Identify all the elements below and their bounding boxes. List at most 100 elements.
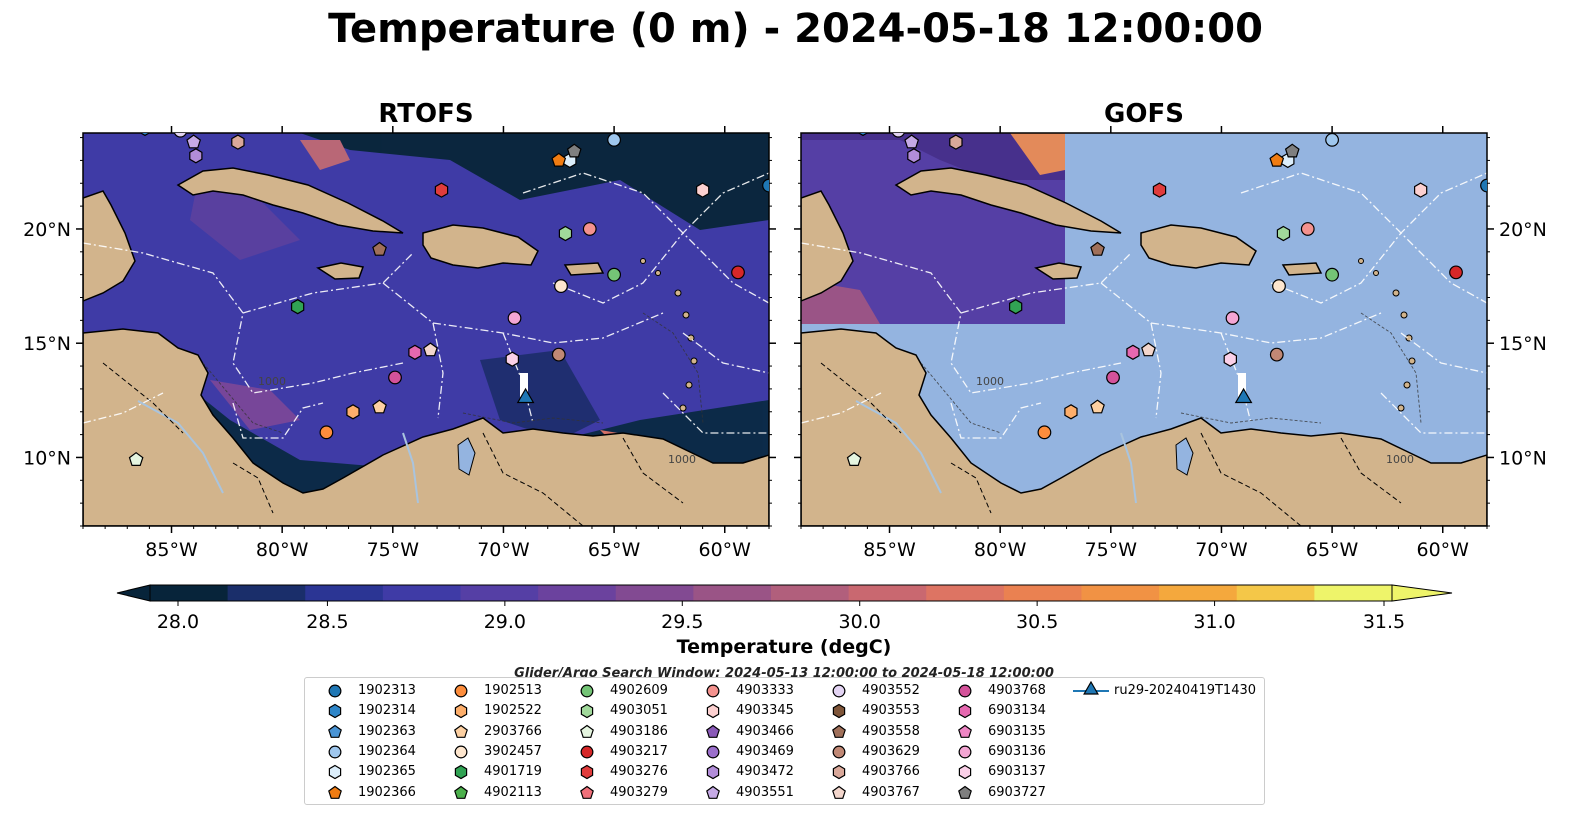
legend-item: 4903276 xyxy=(567,762,692,782)
float-marker-1902313 xyxy=(762,178,769,193)
legend-label: 4903186 xyxy=(610,723,668,739)
colorbar-segment xyxy=(1081,585,1160,601)
legend-label: 1902363 xyxy=(358,723,416,739)
legend-marker xyxy=(454,764,468,780)
float-marker-4902609 xyxy=(607,267,621,282)
legend-marker xyxy=(958,704,972,719)
legend-item: 4903768 xyxy=(945,681,1070,701)
float-marker-4903551 xyxy=(186,134,202,149)
legend-marker xyxy=(454,704,468,719)
legend-label: 4903472 xyxy=(736,764,794,780)
float-marker-1902364 xyxy=(1325,133,1339,147)
legend-marker xyxy=(328,764,342,780)
float-marker-4903279 xyxy=(453,108,466,121)
float-marker-1902314 xyxy=(857,133,869,137)
legend-item: 4903553 xyxy=(819,701,944,721)
legend-marker-icon xyxy=(454,704,468,719)
colorbar-tick-label: 29.0 xyxy=(484,611,526,633)
colorbar-tick-label: 31.0 xyxy=(1193,611,1235,633)
legend-item: 3902457 xyxy=(441,742,566,762)
legend-item: 4903558 xyxy=(819,722,944,742)
float-marker-6903727 xyxy=(566,143,582,158)
legend-marker-icon xyxy=(832,785,846,799)
glider-marker xyxy=(1234,387,1253,404)
float-marker-1902314 xyxy=(139,133,151,137)
lon-tick-label: 70°W xyxy=(477,539,530,561)
colorbar-tick-label: 28.5 xyxy=(306,611,348,633)
float-marker-4903472 xyxy=(907,148,921,164)
float-marker-1902366 xyxy=(1269,152,1285,167)
colorbar-segment xyxy=(1159,585,1238,601)
legend-marker-icon xyxy=(706,764,720,780)
legend-marker-icon xyxy=(958,704,972,719)
colorbar-max-extension xyxy=(1391,584,1453,602)
legend-item: 1902365 xyxy=(315,762,440,782)
float-marker-4903472 xyxy=(189,148,203,164)
legend-label: 6903134 xyxy=(988,703,1046,719)
legend-marker xyxy=(328,785,342,799)
legend-label: 4903466 xyxy=(736,723,794,739)
lon-tick-label: 70°W xyxy=(1195,539,1248,561)
legend-marker-icon xyxy=(580,704,594,719)
legend-marker-icon xyxy=(580,764,594,780)
legend-label: 4903768 xyxy=(988,683,1046,698)
float-marker-4903051 xyxy=(558,225,573,242)
float-marker-6903135 xyxy=(641,108,654,121)
float-marker-6903134 xyxy=(408,344,422,360)
gofs-map-frame xyxy=(800,132,1488,527)
legend-label: 4903629 xyxy=(862,743,920,759)
lat-tick-label: 10°N xyxy=(1499,447,1547,469)
legend-marker xyxy=(580,745,594,759)
colorbar-tick-label: 29.5 xyxy=(661,611,703,633)
float-marker-4903345 xyxy=(1413,182,1428,198)
float-marker-4903051 xyxy=(1276,225,1291,242)
legend-item: 4901719 xyxy=(441,762,566,782)
lon-tick-label: 65°W xyxy=(1306,539,1359,561)
legend-marker-icon xyxy=(328,745,342,759)
legend-item: 4903051 xyxy=(567,701,692,721)
legend-label: 4903558 xyxy=(862,723,920,739)
legend-marker-icon xyxy=(706,704,720,719)
float-marker-4903469 xyxy=(198,108,211,121)
legend-item: 1902313 xyxy=(315,681,440,701)
lon-tick-label: 80°W xyxy=(974,539,1027,561)
legend-marker-icon xyxy=(454,745,468,759)
float-marker-4903333 xyxy=(582,222,597,236)
legend-item: 4903345 xyxy=(693,701,818,721)
legend-item: 6903134 xyxy=(945,701,1070,721)
float-marker-6903136 xyxy=(507,311,522,325)
legend-marker xyxy=(580,785,594,799)
float-marker-6903727 xyxy=(1284,143,1300,158)
legend-marker-icon xyxy=(328,785,342,799)
legend-item: 4903472 xyxy=(693,762,818,782)
float-marker-6903137 xyxy=(505,351,520,367)
legend-marker xyxy=(580,724,594,738)
colorbar-segment xyxy=(305,585,384,601)
legend-item-glider: ru29-20240419T1430 xyxy=(1071,681,1256,701)
legend-label: 4901719 xyxy=(484,764,542,780)
colorbar-tick-label: 30.0 xyxy=(839,611,881,633)
float-marker-4903766 xyxy=(231,134,245,150)
legend-label: 6903137 xyxy=(988,764,1046,780)
legend-marker xyxy=(706,745,720,759)
colorbar-frame xyxy=(149,584,1393,602)
colorbar-tick-label: 28.0 xyxy=(157,611,199,633)
float-marker-3902457 xyxy=(554,279,568,293)
legend-label: 1902364 xyxy=(358,743,416,759)
legend-label: 4903767 xyxy=(862,784,920,800)
legend-item: 4903552 xyxy=(819,681,944,701)
rtofs-map-frame xyxy=(82,132,770,527)
float-marker-1902363 xyxy=(883,108,896,121)
float-marker-6903136 xyxy=(1225,311,1240,325)
legend-marker-icon xyxy=(958,684,972,698)
legend-item: 6903137 xyxy=(945,762,1070,782)
float-marker-4903333 xyxy=(1300,222,1315,236)
float-marker-1902513 xyxy=(1037,425,1052,440)
legend-marker xyxy=(454,785,468,799)
legend-item: 4903629 xyxy=(819,742,944,762)
legend-label: 4903333 xyxy=(736,683,794,698)
float-marker-6903134 xyxy=(1126,344,1140,360)
legend-label: 2903766 xyxy=(484,723,542,739)
legend-item: 1902363 xyxy=(315,722,440,742)
legend-marker xyxy=(454,745,468,759)
